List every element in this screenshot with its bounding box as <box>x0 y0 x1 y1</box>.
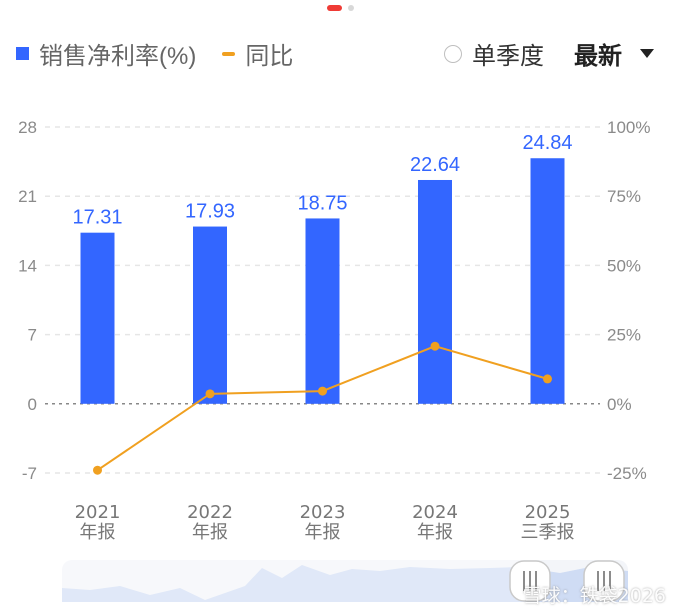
yoy-line-series <box>93 341 552 475</box>
x-tick-label: 2022 <box>187 502 233 523</box>
page-dot[interactable] <box>347 5 354 11</box>
x-tick-label: 年报 <box>80 522 116 543</box>
left-tick-label: 7 <box>28 326 37 345</box>
bar-series <box>80 158 565 404</box>
bar-value-labels: 17.31 17.93 18.75 22.64 24.84 <box>72 132 572 228</box>
bar <box>305 218 340 404</box>
left-axis: 28 21 14 7 0 -7 <box>18 118 37 483</box>
bar <box>193 226 227 404</box>
x-tick-label: 2025 <box>525 502 571 523</box>
right-tick-label: 25% <box>607 326 641 345</box>
bar <box>530 158 565 404</box>
line-legend-label[interactable]: 同比 <box>245 43 294 70</box>
yoy-point <box>205 389 215 399</box>
bar <box>80 232 115 404</box>
yoy-point <box>318 386 327 396</box>
bar-legend-label[interactable]: 销售净利率(%) <box>39 43 197 70</box>
yoy-point <box>430 341 440 351</box>
left-tick-label: 28 <box>18 118 37 137</box>
x-tick-label: 年报 <box>192 522 228 543</box>
page-indicator <box>0 5 680 11</box>
grid-lines <box>45 126 600 474</box>
left-tick-label: -7 <box>22 464 37 483</box>
x-tick-label: 2021 <box>75 502 121 523</box>
chevron-down-icon[interactable] <box>640 49 654 58</box>
slider-preview-area <box>62 565 628 602</box>
bar <box>418 179 452 404</box>
line-legend-swatch <box>222 51 236 56</box>
bar-value-label: 17.93 <box>185 201 235 223</box>
slider-dim-overlay <box>62 560 530 602</box>
x-tick-label: 三季报 <box>521 522 575 543</box>
right-tick-label: -25% <box>607 464 647 483</box>
legend: 销售净利率(%) 同比 <box>16 36 293 71</box>
left-tick-label: 0 <box>28 395 37 414</box>
yoy-point <box>543 374 552 384</box>
x-tick-label: 2024 <box>412 502 458 523</box>
x-tick-label: 年报 <box>305 522 341 543</box>
left-tick-label: 14 <box>18 256 37 275</box>
bar-value-label: 17.31 <box>72 207 122 229</box>
x-tick-label: 年报 <box>417 522 453 543</box>
right-tick-label: 50% <box>607 256 641 275</box>
range-slider[interactable] <box>62 560 628 602</box>
right-tick-label: 0% <box>607 395 632 414</box>
page-dot-active[interactable] <box>326 5 342 11</box>
x-tick-label: 2023 <box>300 502 346 523</box>
right-tick-label: 75% <box>607 187 641 206</box>
right-tick-label: 100% <box>607 118 650 137</box>
period-select[interactable]: 最新 <box>574 43 622 70</box>
bar-value-label: 22.64 <box>410 154 460 176</box>
bar-legend-swatch <box>16 47 29 60</box>
bar-value-label: 18.75 <box>297 192 347 214</box>
single-quarter-radio[interactable] <box>444 44 462 63</box>
single-quarter-label[interactable]: 单季度 <box>472 43 544 70</box>
yoy-point <box>93 465 102 475</box>
bar-value-label: 24.84 <box>522 132 572 154</box>
watermark: 雪球：铁袋2026 <box>522 585 666 607</box>
right-axis: 100% 75% 50% 25% 0% -25% <box>607 118 650 483</box>
chart-controls: 单季度 最新 <box>444 36 654 71</box>
left-tick-label: 21 <box>18 187 37 206</box>
